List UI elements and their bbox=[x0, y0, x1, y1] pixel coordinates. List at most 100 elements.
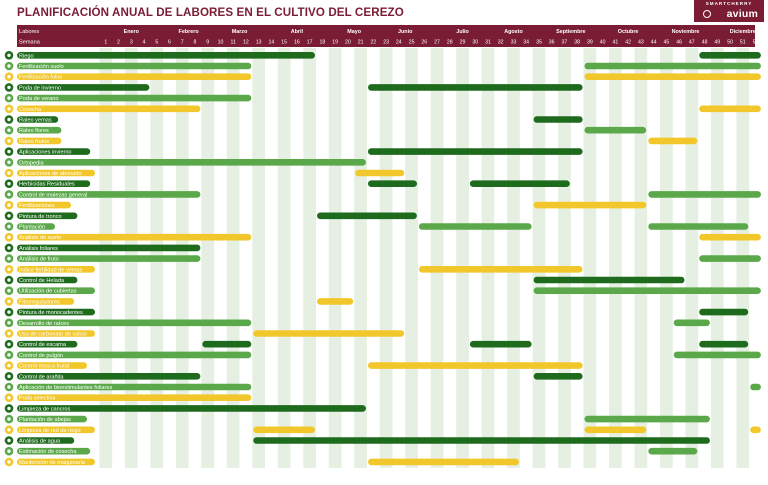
week-stripe bbox=[660, 48, 673, 468]
task-label-bar bbox=[17, 137, 62, 145]
task-bar bbox=[17, 405, 366, 412]
month-label: Julio bbox=[456, 29, 469, 35]
task-label: Raleo yemas bbox=[19, 118, 52, 124]
task-label-bar bbox=[17, 458, 95, 466]
task-icon-dot bbox=[7, 139, 11, 143]
week-stripe bbox=[430, 48, 444, 468]
task-bar bbox=[17, 351, 252, 359]
week-tick-label: 9 bbox=[206, 40, 209, 46]
task-bar bbox=[648, 137, 698, 145]
week-tick-label: 21 bbox=[358, 40, 364, 46]
task-bar bbox=[368, 362, 583, 369]
task-icon-dot bbox=[7, 310, 11, 314]
task-label-bar bbox=[17, 426, 95, 434]
task-label: Poda selectiva bbox=[19, 396, 56, 402]
week-tick-label: 32 bbox=[498, 40, 504, 46]
task-icon-dot bbox=[7, 267, 11, 271]
task-label-bar bbox=[17, 169, 95, 177]
week-tick-label: 45 bbox=[664, 40, 670, 46]
month-label: Agosto bbox=[504, 29, 523, 35]
week-tick-label: 33 bbox=[511, 40, 517, 46]
week-tick-label: 37 bbox=[562, 40, 568, 46]
labores-header: Labores bbox=[19, 29, 39, 35]
task-label: Raleo frutos bbox=[19, 139, 49, 145]
task-label: Control de pulgón bbox=[19, 353, 63, 359]
task-icon-dot bbox=[7, 85, 11, 90]
task-bar bbox=[418, 223, 532, 230]
task-label: Análisis de fruto bbox=[19, 257, 59, 263]
week-tick-label: 23 bbox=[383, 40, 389, 46]
week-stripe bbox=[507, 48, 520, 468]
task-bar bbox=[648, 191, 761, 198]
task-label: Aplicaciones invierno bbox=[19, 150, 72, 156]
task-label-bar bbox=[17, 340, 78, 348]
week-tick-label: 19 bbox=[332, 40, 338, 46]
week-tick-label: 29 bbox=[460, 40, 466, 46]
task-bar bbox=[17, 159, 366, 166]
task-bar bbox=[17, 73, 252, 80]
week-stripe bbox=[532, 48, 546, 468]
task-icon-dot bbox=[7, 149, 11, 154]
task-bar bbox=[317, 212, 417, 220]
task-bar bbox=[699, 233, 761, 241]
task-icon-dot bbox=[7, 428, 11, 432]
task-bar bbox=[368, 180, 417, 187]
task-label: Estimación de cosecha bbox=[19, 449, 77, 455]
month-label: Marzo bbox=[232, 29, 248, 35]
week-tick-label: 22 bbox=[370, 40, 376, 46]
task-bar bbox=[750, 426, 761, 434]
week-tick-label: 39 bbox=[587, 40, 593, 46]
task-icon-dot bbox=[7, 374, 11, 378]
task-bar bbox=[699, 52, 761, 59]
task-bar bbox=[202, 340, 252, 348]
header-band bbox=[17, 25, 755, 47]
task-label-bar bbox=[17, 330, 95, 337]
task-icon-dot bbox=[7, 289, 11, 293]
week-tick-label: 51 bbox=[740, 40, 746, 46]
month-label: Diciembre bbox=[730, 29, 756, 35]
task-bar bbox=[17, 84, 150, 91]
task-bar bbox=[673, 351, 761, 359]
task-icon-dot bbox=[7, 299, 11, 304]
task-icon-dot bbox=[7, 171, 11, 175]
task-label: Desarrollo de raíces bbox=[19, 321, 69, 327]
task-icon-dot bbox=[7, 203, 11, 207]
week-tick-label: 44 bbox=[651, 40, 657, 46]
task-bar bbox=[317, 298, 354, 305]
task-bar bbox=[17, 105, 201, 113]
task-bar bbox=[533, 201, 647, 209]
task-bar bbox=[253, 437, 710, 444]
month-label: Mayo bbox=[347, 29, 361, 35]
task-bar bbox=[17, 244, 201, 252]
week-stripe bbox=[583, 48, 597, 468]
task-bar bbox=[368, 148, 583, 155]
task-label: Control de Helada bbox=[19, 278, 65, 284]
week-tick-label: 1 bbox=[104, 40, 107, 46]
week-tick-label: 26 bbox=[421, 40, 427, 46]
week-stripe bbox=[685, 48, 699, 468]
task-label: Utilización de cubiertas bbox=[19, 289, 77, 295]
week-tick-label: 7 bbox=[181, 40, 184, 46]
task-icon-dot bbox=[7, 117, 11, 122]
task-bar bbox=[584, 415, 710, 423]
task-label: Fertilización foliar bbox=[19, 75, 63, 81]
week-tick-label: 18 bbox=[320, 40, 326, 46]
week-tick-label: 49 bbox=[714, 40, 720, 46]
task-icon-dot bbox=[7, 192, 11, 197]
semana-header: Semana bbox=[19, 40, 41, 46]
task-icon-dot bbox=[7, 160, 11, 164]
task-icon-dot bbox=[7, 246, 11, 250]
task-icon-dot bbox=[7, 449, 11, 453]
brand-tagline: SMARTCHERRY bbox=[705, 1, 753, 6]
week-stripe bbox=[609, 48, 622, 468]
task-bar bbox=[533, 276, 685, 284]
task-label: Cosecha bbox=[19, 107, 42, 113]
task-label: Aplicación de bioestimulantes foliares bbox=[19, 385, 112, 391]
week-tick-label: 17 bbox=[307, 40, 313, 46]
month-label: Abril bbox=[291, 29, 304, 35]
task-label: Ortopedia bbox=[19, 160, 44, 166]
week-tick-label: 36 bbox=[549, 40, 555, 46]
task-icon-dot bbox=[7, 214, 11, 218]
task-label: Control de malezas general bbox=[19, 192, 87, 198]
